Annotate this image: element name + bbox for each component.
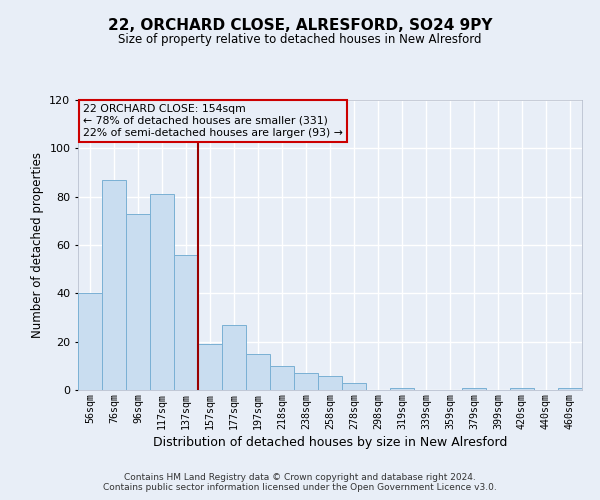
Bar — [390, 388, 414, 390]
Text: Contains HM Land Registry data © Crown copyright and database right 2024.: Contains HM Land Registry data © Crown c… — [124, 472, 476, 482]
Bar — [150, 194, 174, 390]
Text: Size of property relative to detached houses in New Alresford: Size of property relative to detached ho… — [118, 32, 482, 46]
Bar — [222, 325, 246, 390]
Text: 22, ORCHARD CLOSE, ALRESFORD, SO24 9PY: 22, ORCHARD CLOSE, ALRESFORD, SO24 9PY — [108, 18, 492, 32]
Bar — [342, 383, 366, 390]
Y-axis label: Number of detached properties: Number of detached properties — [31, 152, 44, 338]
X-axis label: Distribution of detached houses by size in New Alresford: Distribution of detached houses by size … — [153, 436, 507, 448]
Bar — [558, 388, 582, 390]
Bar — [510, 388, 534, 390]
Bar — [126, 214, 150, 390]
Bar — [78, 294, 102, 390]
Text: 22 ORCHARD CLOSE: 154sqm
← 78% of detached houses are smaller (331)
22% of semi-: 22 ORCHARD CLOSE: 154sqm ← 78% of detach… — [83, 104, 343, 138]
Bar — [174, 254, 198, 390]
Text: Contains public sector information licensed under the Open Government Licence v3: Contains public sector information licen… — [103, 484, 497, 492]
Bar — [246, 354, 270, 390]
Bar — [294, 373, 318, 390]
Bar — [462, 388, 486, 390]
Bar — [102, 180, 126, 390]
Bar — [198, 344, 222, 390]
Bar — [318, 376, 342, 390]
Bar — [270, 366, 294, 390]
